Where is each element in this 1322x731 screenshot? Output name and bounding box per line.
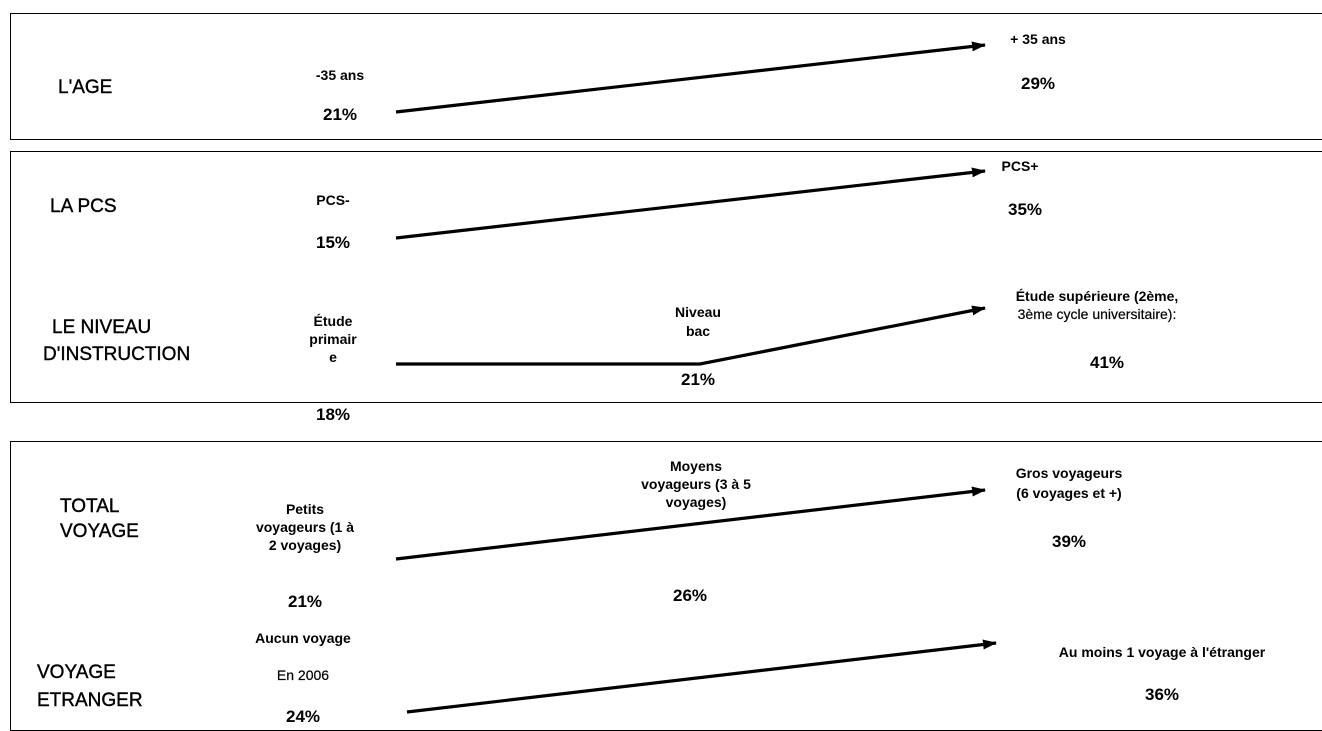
- voyage-etranger-category-line2: ETRANGER: [37, 690, 143, 711]
- age-high-label: + 35 ans: [1010, 31, 1066, 47]
- instruction-arrow: [396, 305, 986, 366]
- total-voyage-mid-label-line1: Moyens: [669, 458, 723, 474]
- total-voyage-mid-label-line3: voyages): [665, 494, 727, 510]
- instruction-high-value: 41%: [1089, 353, 1125, 372]
- instruction-high-label-line2: 3ème cycle universitaire):: [1017, 306, 1177, 322]
- instruction-low-value: 18%: [315, 405, 351, 424]
- instruction-category-line1: LE NIVEAU: [52, 317, 152, 338]
- pcs-low-label: PCS-: [316, 192, 350, 208]
- pcs-high-label: PCS+: [1001, 158, 1039, 174]
- age-frame: [10, 13, 1322, 140]
- pcs-arrow: [395, 167, 986, 240]
- total-voyage-low-value: 21%: [287, 592, 323, 611]
- total-voyage-mid-value: 26%: [672, 586, 708, 605]
- instruction-mid-label-line2: bac: [685, 323, 711, 339]
- total-voyage-arrow: [395, 486, 986, 561]
- total-voyage-category-line2: VOYAGE: [60, 521, 139, 542]
- instruction-low-label-line2: primair: [309, 331, 357, 347]
- total-voyage-high-label-line2: (6 voyages et +): [1016, 485, 1122, 501]
- total-voyage-high-value: 39%: [1051, 532, 1087, 551]
- voyage-etranger-arrow: [406, 639, 997, 714]
- pcs-instruction-frame: [10, 151, 1322, 403]
- voyage-etranger-low-label-line1: Aucun voyage: [255, 630, 351, 646]
- age-low-label: -35 ans: [315, 67, 365, 83]
- pcs-high-value: 35%: [1007, 200, 1043, 219]
- instruction-category-line2: D'INSTRUCTION: [43, 344, 191, 365]
- instruction-high-label-line1: Étude supérieure (2ème,: [1015, 288, 1179, 304]
- age-low-value: 21%: [322, 105, 358, 124]
- pcs-category: LA PCS: [50, 196, 117, 217]
- instruction-low-label-line3: e: [329, 349, 337, 365]
- voyage-etranger-high-label: Au moins 1 voyage à l'étranger: [1058, 644, 1266, 660]
- voyage-etranger-high-value: 36%: [1144, 685, 1180, 704]
- voyage-etranger-category-line1: VOYAGE: [37, 662, 116, 683]
- voyage-etranger-low-label-line2: En 2006: [276, 667, 330, 683]
- instruction-mid-value: 21%: [680, 370, 716, 389]
- pcs-low-value: 15%: [315, 233, 351, 252]
- total-voyage-category-line1: TOTAL: [60, 496, 120, 517]
- voyage-etranger-low-value: 24%: [285, 707, 321, 726]
- age-arrow: [395, 41, 986, 114]
- total-voyage-low-label-line1: Petits: [285, 501, 325, 517]
- instruction-mid-label-line1: Niveau: [675, 304, 721, 320]
- total-voyage-low-label-line2: voyageurs (1 à: [255, 519, 355, 535]
- age-high-value: 29%: [1020, 74, 1056, 93]
- instruction-low-label-line1: Étude: [313, 313, 353, 329]
- age-category: L'AGE: [58, 77, 113, 98]
- total-voyage-mid-label-line2: voyageurs (3 à 5: [641, 476, 751, 492]
- total-voyage-low-label-line3: 2 voyages): [268, 537, 342, 553]
- total-voyage-high-label-line1: Gros voyageurs: [1015, 465, 1123, 481]
